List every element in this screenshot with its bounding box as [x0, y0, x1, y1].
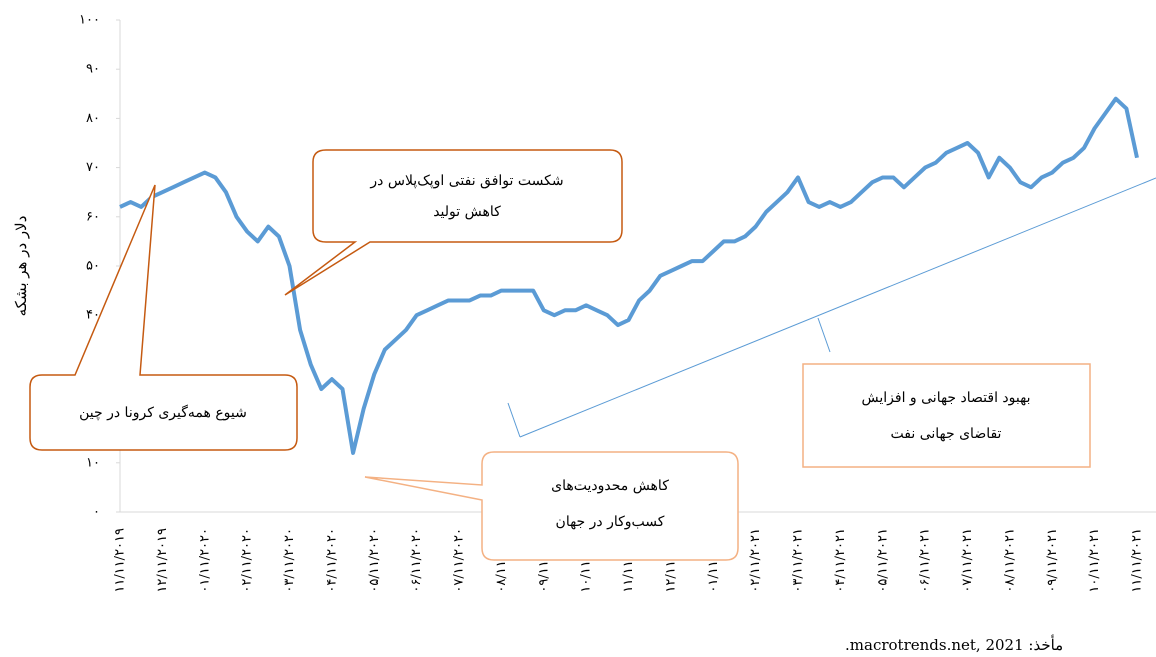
x-tick-label: ۱۱/۱۱/۲۰۲۱ [1130, 528, 1145, 593]
x-tick-label: ۰۳/۱۱/۲۰۲۱ [791, 528, 806, 593]
annotation: کاهش محدودیت‌های [551, 478, 669, 494]
y-tick-label: ۱۰۰ [79, 13, 100, 28]
x-tick-label: ۰۷/۱۱/۲۰۲۱ [960, 528, 975, 593]
x-tick-label: ۰۶/۱۱/۲۰۲۱ [918, 528, 933, 593]
x-tick-label: ۰۷/۱۱/۲۰۲۰ [452, 528, 467, 593]
trend-line [817, 317, 831, 353]
x-tick-label: ۰۱/۱۱/۲۰۲۰ [197, 528, 212, 593]
annotation: شکست توافق نفتی اوپک‌پلاس در [369, 173, 563, 189]
x-tick-label: ۱۰/۱۱/۲۰۲۱ [1087, 528, 1102, 593]
annotation: کاهش تولید [433, 204, 501, 220]
x-tick-label: ۰۲/۱۱/۲۰۲۱ [748, 528, 763, 593]
x-tick-label: ۰۳/۱۱/۲۰۲۰ [282, 528, 297, 593]
y-tick-label: ۱۰ [86, 455, 100, 470]
price-line [119, 96, 1139, 455]
annotation: بهبود اقتصاد جهانی و افزایش [862, 390, 1031, 406]
x-tick-label: ۱۲/۱۱/۲۰۱۹ [155, 528, 170, 593]
trend-line [519, 177, 1156, 438]
annotation: تقاضای جهانی نفت [891, 426, 1002, 442]
callout-box [284, 149, 623, 296]
x-tick-label: ۰۹/۱۱/۲۰۲۱ [1045, 528, 1060, 593]
y-tick-label: ۰ [93, 505, 100, 520]
y-tick-label: ۸۰ [86, 111, 100, 126]
annotation: شیوع همه‌گیری کرونا در چین [79, 404, 247, 421]
y-tick-label: ۹۰ [86, 62, 100, 77]
y-axis-label: دلار در هر بشکه [12, 216, 30, 317]
trend-line [507, 402, 521, 438]
y-tick-label: ۷۰ [86, 160, 100, 175]
y-tick-label: ۶۰ [86, 209, 100, 224]
x-tick-label: ۱۱/۱۱/۲۰۱۹ [113, 528, 128, 593]
x-tick-label: ۰۵/۱۱/۲۰۲۰ [367, 528, 382, 593]
callout-box [364, 451, 739, 561]
callouts: شکست توافق نفتی اوپک‌پلاس در کاهش تولید … [29, 149, 1156, 561]
x-tick-label: ۰۶/۱۱/۲۰۲۰ [409, 528, 424, 593]
callout-box [29, 184, 298, 451]
callout-box [802, 363, 1091, 468]
y-tick-label: ۵۰ [86, 259, 100, 274]
x-tick-label: ۰۴/۱۱/۲۰۲۰ [324, 528, 339, 593]
x-tick-label: ۰۴/۱۱/۲۰۲۱ [833, 528, 848, 593]
y-tick-label: ۴۰ [86, 308, 100, 323]
x-tick-label: ۰۸/۱۱/۲۰۲۱ [1002, 528, 1017, 593]
annotation: کسب‌وکار در جهان [556, 514, 665, 530]
source: مأخذ: macrotrends.net, 2021. [845, 635, 1063, 654]
x-tick-label: ۰۵/۱۱/۲۰۲۱ [875, 528, 890, 593]
x-tick-label: ۰۲/۱۱/۲۰۲۰ [240, 528, 255, 593]
